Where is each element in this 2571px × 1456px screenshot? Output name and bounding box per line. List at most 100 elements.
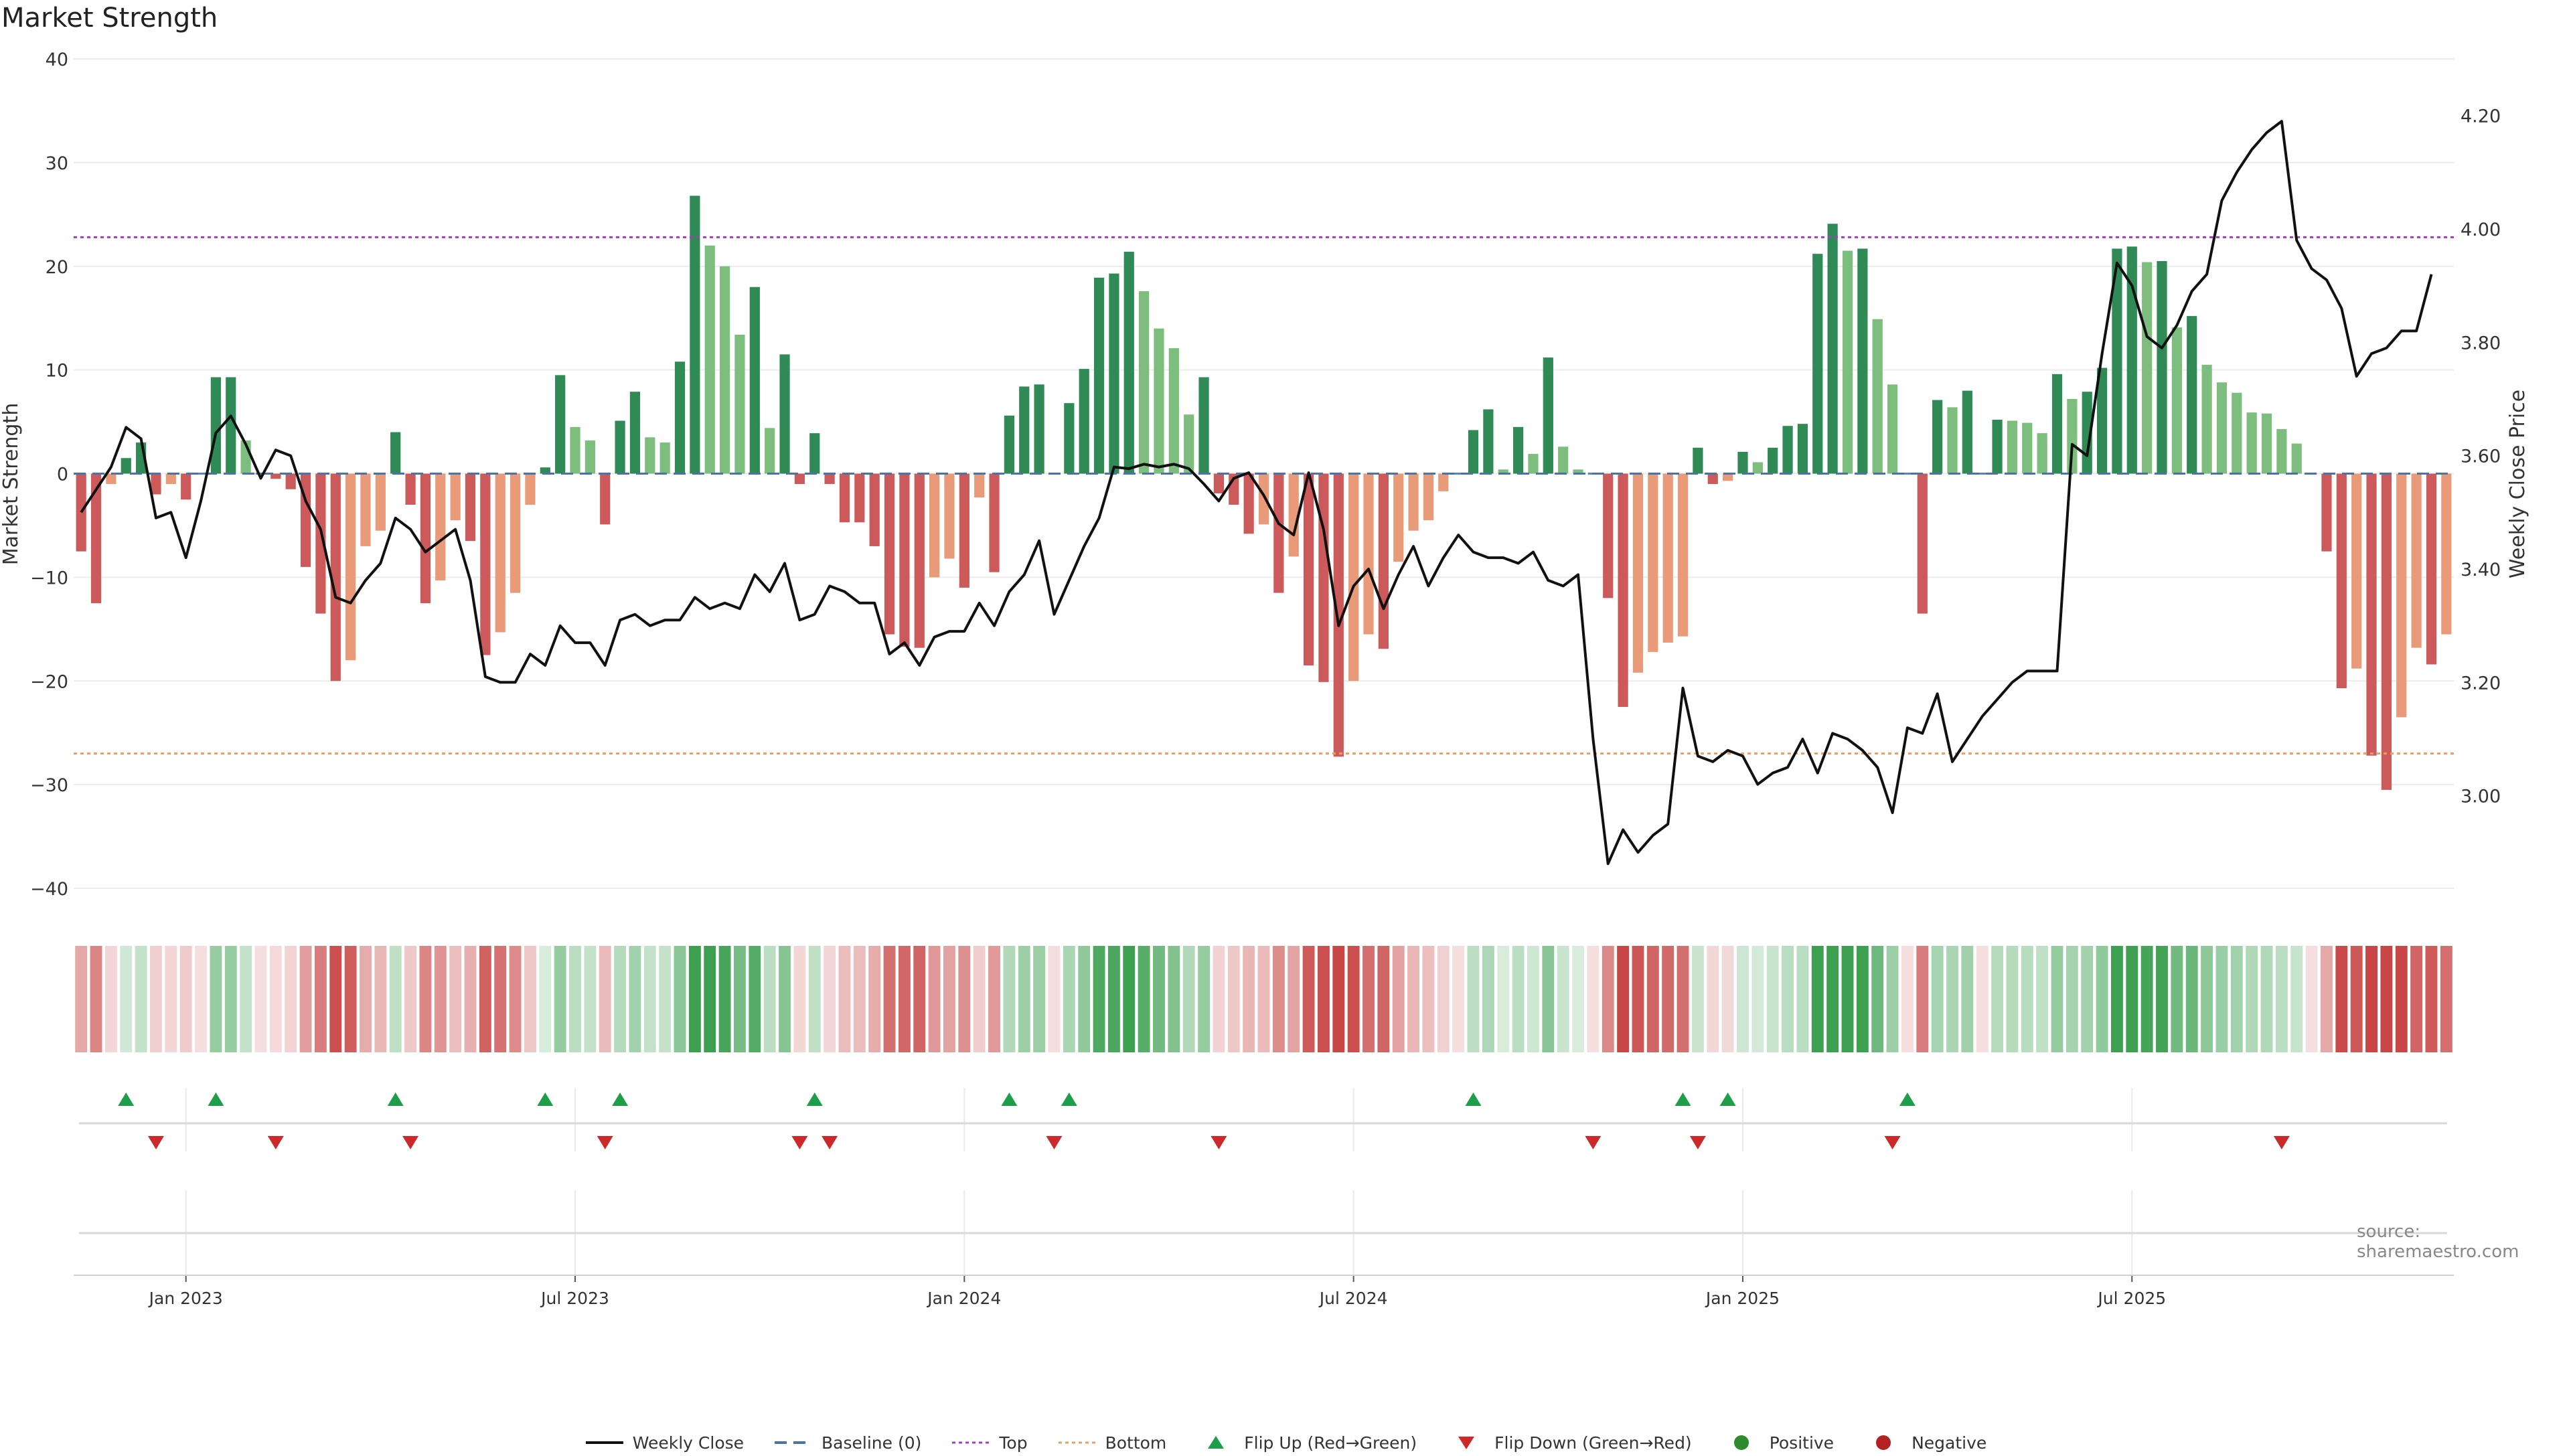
legend-dot-icon xyxy=(1058,1441,1096,1444)
heat-cell xyxy=(1377,946,1390,1052)
strength-bar xyxy=(2411,473,2422,648)
strength-bar xyxy=(1528,454,1539,474)
flip-down-marker xyxy=(1211,1136,1227,1149)
heat-cell xyxy=(1078,946,1091,1052)
heat-cell xyxy=(1602,946,1614,1052)
flip-down-marker xyxy=(791,1136,808,1149)
heat-cell xyxy=(1691,946,1704,1052)
strength-bar xyxy=(1737,451,1748,474)
strength-bar xyxy=(765,428,775,474)
strength-bar xyxy=(1213,473,1225,493)
heat-cell xyxy=(1302,946,1315,1052)
strength-bar xyxy=(2187,316,2197,474)
heat-cell xyxy=(1946,946,1958,1052)
heat-cell xyxy=(1213,946,1225,1052)
legend-item: Baseline (0) xyxy=(773,1433,921,1453)
heat-cell xyxy=(1138,946,1150,1052)
flip-up-marker xyxy=(1674,1093,1691,1106)
strength-bar xyxy=(76,473,86,552)
y-tick-label: −40 xyxy=(30,879,68,900)
y2-tick-label: 3.40 xyxy=(2461,560,2501,580)
legend-circle-icon xyxy=(1733,1435,1749,1450)
heat-cell xyxy=(2140,946,2153,1052)
heat-cell xyxy=(1796,946,1809,1052)
strength-bar xyxy=(495,473,505,633)
flip-up-marker xyxy=(118,1093,135,1106)
flip-down-marker xyxy=(2273,1136,2290,1149)
heat-cell xyxy=(2395,946,2408,1052)
heat-cell xyxy=(1243,946,1255,1052)
strength-bar xyxy=(90,473,102,604)
heat-cell xyxy=(2321,946,2333,1052)
heat-cell xyxy=(1811,946,1824,1052)
y2-tick-label: 3.20 xyxy=(2461,673,2501,694)
chart-title: Market Strength xyxy=(1,3,218,33)
heat-cell xyxy=(1093,946,1105,1052)
strength-bar xyxy=(2171,327,2182,474)
heat-cell xyxy=(674,946,686,1052)
flip-down-marker xyxy=(1046,1136,1063,1149)
y-tick-label: 20 xyxy=(46,257,68,278)
strength-bar xyxy=(749,287,760,474)
weekly-close-series xyxy=(80,120,2433,866)
heat-cell xyxy=(1033,946,1046,1052)
heat-cell xyxy=(419,946,432,1052)
strength-bar xyxy=(270,473,281,479)
strength-bar xyxy=(2441,473,2452,635)
heat-cell xyxy=(1826,946,1839,1052)
strength-bar xyxy=(360,473,371,546)
strength-bar xyxy=(480,473,491,655)
heat-cell xyxy=(224,946,237,1052)
heat-cell xyxy=(2006,946,2019,1052)
legend-line-icon xyxy=(585,1441,623,1444)
flip-down-marker xyxy=(597,1136,613,1149)
heat-cell xyxy=(1422,946,1435,1052)
strength-bar xyxy=(1812,254,1823,474)
heat-cell xyxy=(1272,946,1285,1052)
strength-bar xyxy=(2096,368,2108,474)
y2-tick-label: 4.20 xyxy=(2461,106,2501,127)
strength-bar xyxy=(1123,252,1134,474)
strength-bar xyxy=(1962,390,1972,474)
heat-cell xyxy=(524,946,536,1052)
strength-bar xyxy=(1782,426,1793,474)
heat-cell xyxy=(2051,946,2063,1052)
strength-bar xyxy=(2321,473,2332,552)
strength-bar xyxy=(2366,473,2377,756)
gridlines xyxy=(74,58,2454,1275)
strength-bar xyxy=(555,375,566,474)
heat-cell xyxy=(1677,946,1689,1052)
strength-bars xyxy=(76,195,2452,790)
heat-cell xyxy=(883,946,896,1052)
flip-markers-panel xyxy=(79,1093,2447,1234)
legend-label: Negative xyxy=(1912,1433,1987,1453)
heat-cell xyxy=(389,946,402,1052)
heat-cell xyxy=(299,946,312,1052)
heat-cell xyxy=(659,946,672,1052)
strength-bar xyxy=(1573,469,1583,474)
strength-bar xyxy=(151,473,161,495)
heat-cell xyxy=(1841,946,1854,1052)
heat-cell xyxy=(1572,946,1584,1052)
heat-cell xyxy=(1931,946,1944,1052)
strength-bar xyxy=(1662,473,1673,643)
heat-cell xyxy=(2096,946,2108,1052)
strength-bar xyxy=(1932,400,1943,474)
heat-cell xyxy=(434,946,447,1052)
strength-bar xyxy=(734,334,745,474)
heat-cell xyxy=(2126,946,2138,1052)
heat-cell xyxy=(1617,946,1630,1052)
heat-cell xyxy=(1991,946,2004,1052)
heat-cell xyxy=(1632,946,1644,1052)
heat-cell xyxy=(1362,946,1375,1052)
strength-bar xyxy=(645,437,655,474)
strength-bar xyxy=(1707,473,1718,484)
heat-cell xyxy=(404,946,417,1052)
strength-bar xyxy=(1408,473,1419,531)
heat-cell xyxy=(2230,946,2243,1052)
strength-bar xyxy=(315,473,326,614)
strength-bar xyxy=(420,473,431,604)
strength-bar xyxy=(899,473,910,647)
strength-bar xyxy=(659,442,670,474)
heat-cell xyxy=(1587,946,1600,1052)
